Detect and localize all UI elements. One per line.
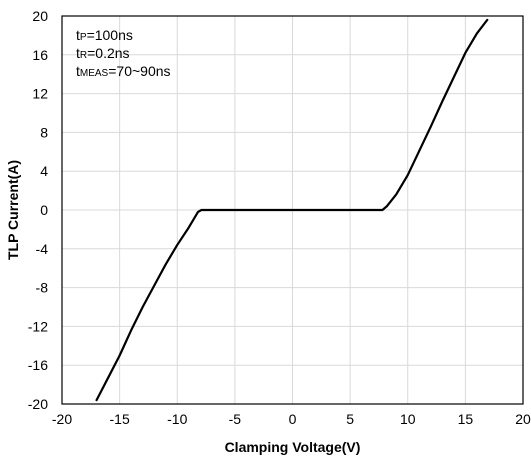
x-axis-label: Clamping Voltage(V) — [225, 439, 361, 455]
y-tick-label: -20 — [28, 396, 48, 412]
y-axis-label: TLP Current(A) — [5, 160, 21, 260]
y-tick-label: 20 — [32, 8, 48, 24]
plot-area-frame — [61, 15, 524, 405]
x-tick-label: 20 — [515, 411, 531, 427]
y-tick-label: -4 — [36, 241, 49, 257]
x-tick-label: 5 — [346, 411, 354, 427]
iv-curve-line — [95, 18, 489, 402]
y-tick-label: 4 — [40, 163, 48, 179]
y-tick-label: 8 — [40, 124, 48, 140]
y-tick-label: -8 — [36, 280, 49, 296]
x-tick-label: -20 — [52, 411, 72, 427]
annotation-box: tP=100ns tR=0.2ns tMEAS=70~90ns — [76, 27, 171, 79]
x-tick-labels: -20 -15 -10 -5 0 5 10 15 20 — [52, 411, 531, 427]
x-tick-label: -10 — [167, 411, 187, 427]
y-tick-label: -12 — [28, 318, 48, 334]
y-tick-label: 0 — [40, 202, 48, 218]
x-tick-label: 15 — [458, 411, 474, 427]
y-tick-label: 16 — [32, 47, 48, 63]
annotation-line: tMEAS=70~90ns — [76, 63, 171, 79]
x-tick-label: 10 — [400, 411, 416, 427]
annotation-line: tR=0.2ns — [76, 45, 130, 61]
x-tick-label: -5 — [229, 411, 242, 427]
y-tick-label: -16 — [28, 357, 48, 373]
x-tick-label: 0 — [289, 411, 297, 427]
x-tick-label: -15 — [110, 411, 130, 427]
series-layer — [95, 18, 489, 402]
annotation-line: tP=100ns — [76, 27, 133, 43]
y-tick-labels: 20 16 12 8 4 0 -4 -8 -12 -16 -20 — [28, 8, 48, 412]
y-tick-label: 12 — [32, 86, 48, 102]
